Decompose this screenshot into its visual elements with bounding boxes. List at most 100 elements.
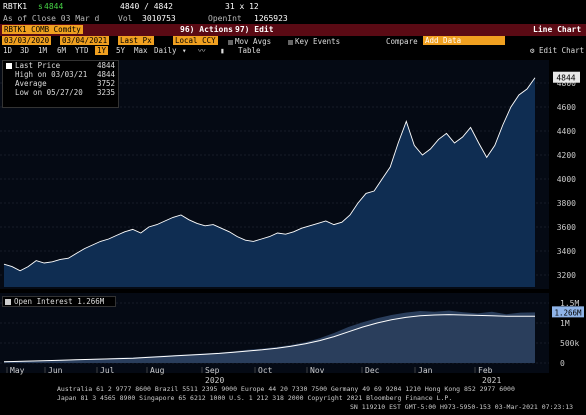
footer-line-1: Australia 61 2 9777 8600 Brazil 5511 239… — [57, 385, 515, 393]
vol-value: 3010753 — [142, 14, 176, 23]
footer-line-3: SN 119210 EST GMT-5:00 H973-5950-153 03-… — [350, 403, 574, 411]
actions-menu[interactable]: 96) Actions — [180, 25, 233, 34]
ticker: RBTK1 — [3, 2, 28, 11]
price-area-fill — [4, 77, 535, 287]
oi-y-tick-label: 0 — [560, 359, 565, 368]
legend-last-price-value: 4844 — [96, 61, 115, 70]
x-tick-label: Jul — [100, 366, 115, 375]
checkbox-icon — [288, 39, 293, 45]
y-tick-label: 4800 — [557, 79, 576, 88]
frequency-dropdown[interactable]: Daily — [154, 46, 177, 55]
openint-label: OpenInt — [208, 14, 242, 23]
last-prefix: s — [38, 2, 43, 11]
period-1m[interactable]: 1M — [38, 46, 48, 55]
bid-ask-size: 31 x 12 — [225, 2, 259, 11]
period-6m[interactable]: 6M — [57, 46, 67, 55]
vol-label: Vol — [118, 14, 133, 23]
x-tick-label: May — [10, 366, 25, 375]
y-tick-label: 4000 — [557, 175, 576, 184]
oi-last-marker-label: 1.266M — [554, 308, 582, 317]
x-tick-label: Aug — [150, 366, 165, 375]
year-label: 2020 — [205, 376, 224, 385]
period-1d[interactable]: 1D — [3, 46, 13, 55]
checkbox-icon — [228, 39, 233, 45]
key-events-label: Key Events — [295, 37, 341, 46]
y-tick-label: 4600 — [557, 103, 576, 112]
quote-line: RBTK1 s 4844 4840 / 4842 31 x 12 — [0, 0, 586, 12]
legend-high: High on 03/03/21 4844 — [3, 70, 118, 79]
x-tick-label: Jan — [418, 366, 433, 375]
x-tick-label: Sep — [205, 366, 220, 375]
legend-low: Low on 05/27/20 3235 — [3, 88, 118, 97]
price-legend: Last Price 4844 High on 03/03/21 4844 Aver… — [2, 60, 119, 108]
y-tick-label: 3400 — [557, 247, 576, 256]
edit-chart-label: Edit Chart — [539, 46, 585, 55]
line-chart-icon[interactable]: 〰 — [198, 46, 206, 55]
bar-chart-icon[interactable]: ▮ — [220, 46, 225, 55]
open-interest-label: Open Interest 1.266M — [14, 297, 105, 306]
oi-last-marker — [552, 306, 584, 318]
chart-name: Line Chart — [533, 25, 582, 34]
gear-icon: ⚙ — [530, 46, 535, 55]
legend-swatch — [6, 63, 12, 69]
x-tick-label: Jun — [48, 366, 63, 375]
key-events-toggle[interactable]: Key Events — [288, 37, 340, 46]
add-data-field[interactable]: Add Data — [423, 36, 505, 45]
edit-menu[interactable]: 97) Edit — [235, 25, 274, 34]
edit-chart-button[interactable]: ⚙ Edit Chart — [530, 46, 584, 55]
period-3d[interactable]: 3D — [20, 46, 30, 55]
legend-last-price: Last Price 4844 — [3, 61, 118, 70]
currency-selector[interactable]: Local CCY — [173, 36, 218, 45]
last-price-marker-label: 4844 — [556, 74, 575, 83]
price-chart[interactable]: 3200340036003800400042004400460048004844… — [0, 55, 586, 385]
legend-average: Average 3752 — [3, 79, 118, 88]
open-interest-area — [4, 310, 535, 363]
chevron-down-icon[interactable]: ▾ — [182, 46, 187, 55]
security-field[interactable]: RBTK1 COMB Comdty — [2, 25, 83, 34]
settings-toolbar: 03/03/2020 03/04/2021 Last Px Local CCY … — [0, 36, 586, 46]
legend-high-value: 4844 — [96, 70, 115, 79]
start-date-field[interactable]: 03/03/2020 — [2, 36, 52, 45]
x-tick-label: Oct — [258, 366, 273, 375]
x-tick-label: Feb — [478, 366, 493, 375]
y-tick-label: 3800 — [557, 199, 576, 208]
period-ytd[interactable]: YTD — [75, 46, 89, 55]
footer-line-2: Japan 81 3 4565 8900 Singapore 65 6212 1… — [57, 394, 453, 402]
period-toolbar: 1D 3D 1M 6M YTD 1Y 5Y Max Daily ▾ 〰 ▮ Ta… — [0, 46, 586, 55]
x-tick-label: Dec — [365, 366, 380, 375]
oi-y-tick-label: 1.5M — [560, 299, 579, 308]
y-tick-label: 4200 — [557, 151, 576, 160]
legend-last-price-label: Last Price — [15, 61, 61, 70]
period-5y[interactable]: 5Y — [116, 46, 126, 55]
x-tick-label: Nov — [310, 366, 325, 375]
mov-avgs-toggle[interactable]: Mov Avgs — [228, 37, 271, 46]
legend-swatch — [5, 299, 11, 305]
legend-average-label: Average — [15, 79, 47, 88]
legend-average-value: 3752 — [96, 79, 115, 88]
compare-button[interactable]: Compare — [386, 37, 418, 46]
legend-low-value: 3235 — [96, 88, 115, 97]
y-tick-label: 3200 — [557, 271, 576, 280]
title-bar: RBTK1 COMB Comdty 96) Actions 97) Edit L… — [0, 24, 586, 36]
year-label: 2021 — [482, 376, 501, 385]
last-price-marker — [553, 71, 580, 83]
openint-value: 1265923 — [254, 14, 288, 23]
open-interest-legend: Open Interest 1.266M — [2, 296, 116, 307]
footer: Australia 61 2 9777 8600 Brazil 5511 239… — [0, 385, 586, 415]
as-of-date: As of Close 03 Mar d — [3, 14, 100, 23]
last-price: 4844 — [44, 2, 64, 11]
open-interest-average-line — [3, 314, 535, 363]
bid-ask: 4840 / 4842 — [120, 2, 173, 11]
oi-y-tick-label: 1M — [560, 319, 570, 328]
legend-low-label: Low on 05/27/20 — [15, 88, 83, 97]
period-max[interactable]: Max — [134, 46, 148, 55]
quote-detail-line: As of Close 03 Mar d Vol 3010753 OpenInt… — [0, 12, 586, 24]
oi-y-tick-label: 500k — [560, 339, 579, 348]
field-selector[interactable]: Last Px — [118, 36, 154, 45]
price-series-line — [3, 77, 536, 272]
legend-high-label: High on 03/03/21 — [15, 70, 88, 79]
table-button[interactable]: Table — [238, 46, 261, 55]
y-tick-label: 4400 — [557, 127, 576, 136]
end-date-field[interactable]: 03/04/2021 — [60, 36, 110, 45]
period-1y[interactable]: 1Y — [95, 46, 109, 55]
